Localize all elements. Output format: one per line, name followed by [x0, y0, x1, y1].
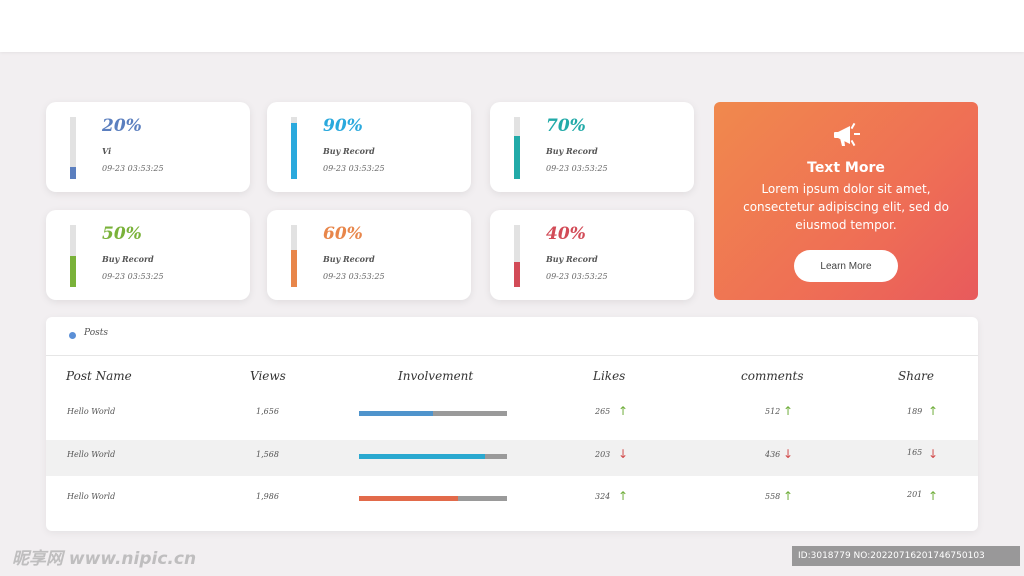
level-bar-fill	[70, 256, 76, 287]
share-value: 201	[907, 490, 923, 499]
column-header-likes[interactable]: Likes	[593, 369, 626, 383]
involvement-bar-fill	[359, 411, 433, 416]
likes-value: 203	[595, 450, 611, 459]
column-header-comments[interactable]: comments	[741, 369, 804, 383]
stat-percent: 70%	[546, 116, 586, 136]
promo-card: Text More Lorem ipsum dolor sit amet, co…	[714, 102, 978, 300]
level-bar	[70, 117, 76, 179]
level-bar	[291, 117, 297, 179]
stat-percent: 60%	[323, 224, 363, 244]
comments-trend-icon: ↓	[783, 447, 794, 461]
post-name: Hello World	[67, 407, 116, 416]
stat-timestamp: 09-23 03:53:25	[102, 272, 164, 281]
image-id-label: ID:3018779 NO:20220716201746750103	[792, 546, 1020, 566]
share-trend-icon: ↑	[928, 489, 939, 503]
likes-value: 324	[595, 492, 611, 501]
post-name: Hello World	[67, 492, 116, 501]
stat-label: Buy Record	[323, 146, 375, 156]
comments-trend-icon: ↑	[783, 489, 794, 503]
stat-percent: 90%	[323, 116, 363, 136]
stat-card-1: 20% Vi 09-23 03:53:25	[46, 102, 250, 192]
posts-panel: Posts Post Name Views Involvement Likes …	[46, 317, 978, 531]
share-trend-icon: ↓	[928, 447, 939, 461]
stat-percent: 50%	[102, 224, 142, 244]
posts-header: Posts	[46, 317, 978, 356]
likes-trend-icon: ↑	[618, 404, 629, 418]
involvement-bar	[359, 454, 507, 459]
comments-trend-icon: ↑	[783, 404, 794, 418]
stat-label: Buy Record	[546, 254, 598, 264]
stat-card-4: 50% Buy Record 09-23 03:53:25	[46, 210, 250, 300]
involvement-bar	[359, 496, 507, 501]
stat-timestamp: 09-23 03:53:25	[102, 164, 164, 173]
level-bar-fill	[514, 135, 520, 179]
stat-card-6: 40% Buy Record 09-23 03:53:25	[490, 210, 694, 300]
stat-card-3: 70% Buy Record 09-23 03:53:25	[490, 102, 694, 192]
level-bar-fill	[291, 249, 297, 287]
likes-trend-icon: ↑	[618, 489, 629, 503]
stat-percent: 20%	[102, 116, 142, 136]
table-row[interactable]: Hello World 1,568 203 ↓ 436 ↓ 165 ↓	[46, 440, 978, 476]
views-value: 1,656	[256, 407, 279, 416]
posts-title: Posts	[84, 328, 108, 338]
level-bar	[514, 225, 520, 287]
stat-timestamp: 09-23 03:53:25	[323, 164, 385, 173]
comments-value: 558	[765, 492, 781, 501]
promo-title: Text More	[807, 160, 885, 176]
level-bar-fill	[70, 166, 76, 179]
level-bar	[514, 117, 520, 179]
top-bar	[0, 0, 1024, 52]
comments-value: 512	[765, 407, 781, 416]
views-value: 1,568	[256, 450, 279, 459]
likes-value: 265	[595, 407, 611, 416]
promo-description: Lorem ipsum dolor sit amet, consectetur …	[743, 182, 949, 232]
column-header-share[interactable]: Share	[898, 369, 934, 383]
views-value: 1,986	[256, 492, 279, 501]
stat-card-5: 60% Buy Record 09-23 03:53:25	[267, 210, 471, 300]
likes-trend-icon: ↓	[618, 447, 629, 461]
level-bar-fill	[514, 262, 520, 287]
column-header-involvement[interactable]: Involvement	[398, 369, 474, 383]
level-bar	[70, 225, 76, 287]
comments-value: 436	[765, 450, 781, 459]
level-bar-fill	[291, 123, 297, 179]
stat-label: Buy Record	[102, 254, 154, 264]
share-value: 165	[907, 448, 923, 457]
stat-timestamp: 09-23 03:53:25	[546, 164, 608, 173]
stat-timestamp: 09-23 03:53:25	[546, 272, 608, 281]
level-bar	[291, 225, 297, 287]
involvement-bar-fill	[359, 454, 485, 459]
share-value: 189	[907, 407, 923, 416]
site-watermark: 昵享网 www.nipic.cn	[12, 549, 197, 569]
stat-label: Buy Record	[546, 146, 598, 156]
stat-percent: 40%	[546, 224, 586, 244]
megaphone-icon	[834, 122, 860, 147]
column-header-post-name[interactable]: Post Name	[66, 369, 132, 383]
share-trend-icon: ↑	[928, 404, 939, 418]
table-row[interactable]: Hello World 1,986 324 ↑ 558 ↑ 201 ↑	[46, 482, 978, 518]
involvement-bar-fill	[359, 496, 459, 501]
stat-timestamp: 09-23 03:53:25	[323, 272, 385, 281]
involvement-bar	[359, 411, 507, 416]
stat-card-2: 90% Buy Record 09-23 03:53:25	[267, 102, 471, 192]
learn-more-button[interactable]: Learn More	[794, 250, 898, 282]
table-row[interactable]: Hello World 1,656 265 ↑ 512 ↑ 189 ↑	[46, 397, 978, 433]
stat-label: Vi	[102, 146, 112, 156]
posts-dot-icon	[69, 332, 76, 339]
stat-label: Buy Record	[323, 254, 375, 264]
column-header-views[interactable]: Views	[250, 369, 286, 383]
post-name: Hello World	[67, 450, 116, 459]
